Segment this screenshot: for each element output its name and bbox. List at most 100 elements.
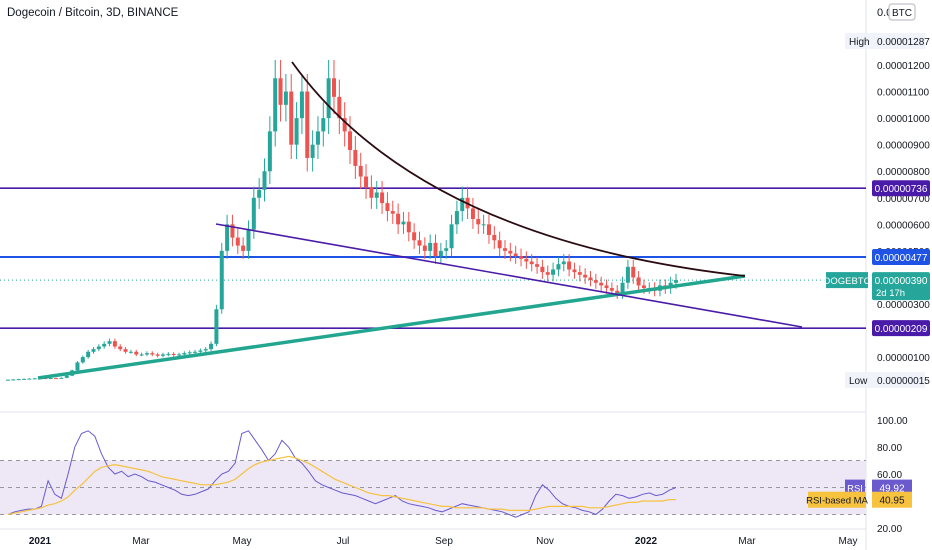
candle-body xyxy=(171,353,176,355)
candle-body xyxy=(289,91,294,145)
candle-body xyxy=(230,224,235,238)
candle-body xyxy=(283,91,288,105)
candle-body xyxy=(294,118,299,145)
candle-body xyxy=(567,261,572,270)
candle-body xyxy=(22,378,27,380)
candle-body xyxy=(620,282,625,294)
candle-body xyxy=(609,288,614,291)
candle-body xyxy=(80,357,85,363)
candle-body xyxy=(396,213,401,225)
time-tick-label: May xyxy=(839,536,858,547)
candle-body xyxy=(321,118,326,132)
candle-body xyxy=(251,197,256,230)
candle-body xyxy=(348,131,353,150)
rsi-band-group xyxy=(0,460,866,515)
candle-body xyxy=(599,282,604,286)
candle-body xyxy=(364,176,369,188)
candle-body xyxy=(449,224,454,249)
candle-body xyxy=(674,280,678,283)
candle-body xyxy=(524,258,529,262)
candle-body xyxy=(460,197,465,212)
candle-body xyxy=(444,248,449,251)
level-badge-label: 0.00000736 xyxy=(875,184,928,195)
candle-body xyxy=(406,221,411,233)
level-badge-label: 0.00000209 xyxy=(875,324,928,335)
candle-body xyxy=(246,229,251,251)
time-scale[interactable]: 2021 Mar May Jul Sep Nov 2022 Mar May xyxy=(29,536,858,547)
level-badge-label: 0.00000477 xyxy=(875,253,928,264)
extreme-price-badge xyxy=(845,33,925,49)
currency-button[interactable] xyxy=(888,3,916,21)
candle-body xyxy=(604,285,609,289)
price-tick-label: 0.00000800 xyxy=(877,167,930,178)
candle-body xyxy=(123,349,128,352)
candle-body xyxy=(417,240,422,246)
candle-body xyxy=(593,280,598,283)
candle-body xyxy=(96,346,101,350)
candle-body xyxy=(187,352,192,354)
candle-body xyxy=(438,250,443,257)
candle-body xyxy=(107,341,112,344)
rsi-tick-label: 20.00 xyxy=(877,524,902,535)
candle-body xyxy=(545,272,550,275)
candle-body xyxy=(139,354,144,356)
candle-body xyxy=(428,242,433,251)
candle-body xyxy=(486,224,491,235)
candle-body xyxy=(380,192,385,204)
candle-body xyxy=(177,354,182,356)
candle-body xyxy=(508,250,513,254)
trendlines-group xyxy=(37,61,803,380)
extreme-price-badge-value: 0.00001287 xyxy=(877,37,930,48)
rsi-name-badge xyxy=(845,479,865,496)
candle-body xyxy=(497,240,502,249)
candle-body xyxy=(502,248,507,251)
level-badge xyxy=(872,248,930,265)
symbol-badge-label: DOGEBTC xyxy=(824,276,871,287)
candle-body xyxy=(374,192,379,198)
price-tick-label: 0.00001100 xyxy=(877,88,930,99)
candle-body xyxy=(267,131,272,172)
price-tick-label: 0.00001000 xyxy=(877,114,930,125)
candle-body xyxy=(278,78,283,105)
descending-trendline xyxy=(215,223,803,328)
candle-body xyxy=(91,349,96,352)
candle-body xyxy=(513,253,518,257)
rsi-tick-label: 60.00 xyxy=(877,470,902,481)
candle-body xyxy=(166,353,171,355)
candle-body xyxy=(75,362,80,371)
candle-body xyxy=(641,285,646,289)
rsi-ma-name-badge xyxy=(808,491,866,508)
price-tick-label: 0.00000600 xyxy=(877,220,930,231)
candle-body xyxy=(353,149,358,166)
level-badge xyxy=(872,320,930,337)
currency-button-label[interactable]: BTC xyxy=(892,8,912,19)
candle-body xyxy=(326,78,331,119)
candle-body xyxy=(369,187,374,198)
candle-body xyxy=(401,221,406,225)
candle-body xyxy=(390,211,395,214)
rsi-ma-value-badge xyxy=(872,491,912,508)
candle-body xyxy=(198,350,203,352)
rsi-ma-line xyxy=(7,455,676,516)
candle-body xyxy=(540,266,545,273)
candle-body xyxy=(112,341,117,347)
candle-body xyxy=(631,266,636,278)
candle-body xyxy=(358,165,363,177)
candle-body xyxy=(636,277,641,286)
candle-body xyxy=(64,375,69,378)
symbol-title[interactable]: Dogecoin / Bitcoin, 3D, BINANCE xyxy=(7,7,179,19)
candle-body xyxy=(160,354,165,356)
candle-body xyxy=(128,351,133,353)
candle-body xyxy=(412,232,417,241)
time-tick-label: Jul xyxy=(337,536,350,547)
candle-body xyxy=(54,378,59,380)
candle-body xyxy=(203,349,208,351)
price-badges-group: 0.00000736 0.00000477 0.00000209 High 0.0000… xyxy=(806,33,930,508)
time-tick-label: 2022 xyxy=(635,536,658,547)
candle-body xyxy=(209,343,214,350)
last-price-value: 0.00000390 xyxy=(875,276,928,287)
candle-body xyxy=(454,211,459,225)
candle-body xyxy=(59,377,64,379)
